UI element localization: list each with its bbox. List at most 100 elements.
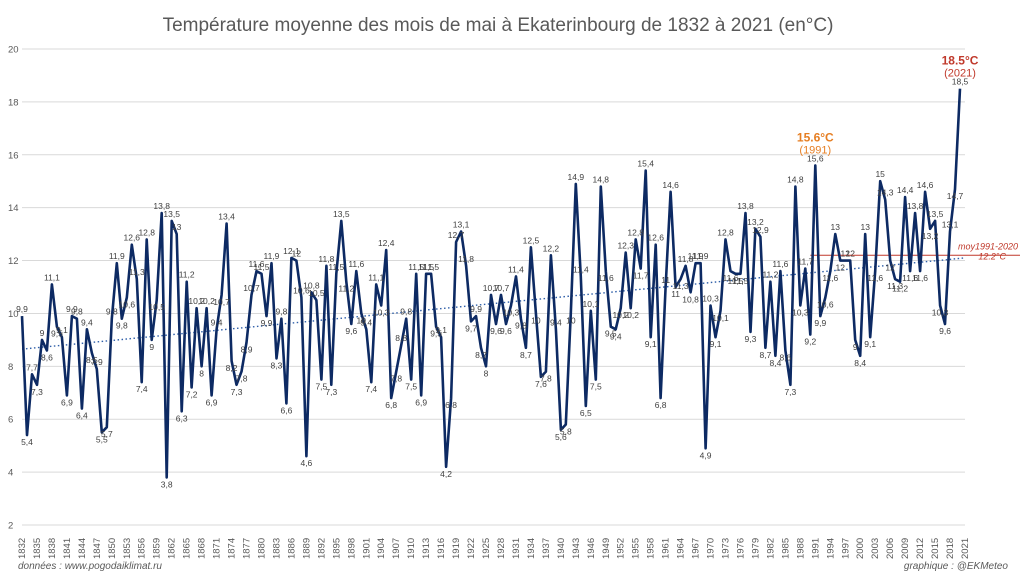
data-label: 8,7	[760, 350, 772, 360]
x-tick-label: 2000	[855, 538, 866, 559]
data-label: 7,3	[784, 387, 796, 397]
data-label: 4,6	[300, 458, 312, 468]
data-label: 10,8	[682, 294, 699, 304]
data-label: 13,5	[927, 209, 944, 219]
data-label: 12	[885, 263, 895, 273]
data-label: 7,3	[231, 387, 243, 397]
x-tick-label: 1868	[197, 538, 208, 559]
data-label: 8	[484, 368, 489, 378]
data-label: 15,6	[807, 153, 824, 163]
data-label: 9,4	[81, 317, 93, 327]
x-tick-label: 2015	[930, 538, 941, 559]
source-note: données : www.pogodaiklimat.ru	[18, 561, 162, 572]
data-label: 11,3	[129, 267, 145, 277]
data-label: 11,5	[254, 262, 270, 272]
data-label: 13,8	[153, 201, 170, 211]
x-tick-label: 2003	[870, 538, 881, 559]
data-label: 9,9	[16, 304, 28, 314]
x-tick-label: 1985	[780, 538, 791, 559]
data-label: 13	[860, 222, 870, 232]
data-label: 11,9	[109, 251, 125, 261]
data-label: 14,4	[897, 185, 914, 195]
data-label: 7,3	[31, 387, 43, 397]
data-label: 7,8	[390, 374, 402, 384]
data-label: 5,4	[21, 437, 33, 447]
x-tick-label: 1949	[601, 538, 612, 559]
x-tick-label: 1844	[77, 538, 88, 559]
y-tick-label: 18	[8, 97, 19, 108]
annotation-value: 18.5°C	[942, 54, 979, 68]
data-label: 10,5	[148, 302, 165, 312]
data-label: 7,6	[535, 379, 547, 389]
data-label: 11,2	[892, 284, 908, 294]
data-label: 6,9	[61, 397, 73, 407]
data-label: 9,9	[470, 304, 482, 314]
data-label: 13,2	[747, 217, 764, 227]
annotation-value: 15.6°C	[797, 130, 834, 144]
x-tick-label: 1898	[346, 538, 357, 559]
x-tick-label: 1862	[167, 538, 178, 559]
data-label: 10,6	[817, 300, 834, 310]
data-label: 9,8	[400, 307, 412, 317]
data-label: 9,6	[939, 326, 951, 336]
data-label: 9,9	[261, 318, 273, 328]
x-tick-label: 1955	[631, 538, 642, 559]
data-label: 14,6	[917, 180, 934, 190]
data-label: 8,4	[854, 358, 866, 368]
data-label: 9,4	[610, 331, 622, 341]
data-label: 7,3	[325, 387, 337, 397]
data-label: 12,8	[138, 227, 155, 237]
data-label: 10,2	[198, 296, 215, 306]
data-label: 11,8	[318, 254, 334, 264]
data-label: 9	[40, 328, 45, 338]
data-label: 9,8	[116, 321, 128, 331]
data-label: 9,4	[211, 317, 223, 327]
data-label: 13,8	[737, 201, 754, 211]
data-label: 9,8	[276, 307, 288, 317]
data-label: 14,3	[877, 188, 894, 198]
data-label: 6,4	[76, 411, 88, 421]
x-tick-label: 1964	[676, 538, 687, 559]
data-label: 7,7	[26, 362, 38, 372]
data-label: 12,7	[448, 230, 465, 240]
x-tick-label: 1973	[721, 538, 732, 559]
data-label: 9,5	[430, 329, 442, 339]
data-label: 5,7	[101, 429, 113, 439]
data-label: 8,6	[41, 352, 53, 362]
data-label: 6,3	[176, 413, 188, 423]
data-label: 9,9	[814, 318, 826, 328]
data-label: 11,6	[822, 273, 838, 283]
data-label: 9,4	[550, 317, 562, 327]
data-label: 11,3	[673, 281, 689, 291]
data-label: 9,8	[106, 307, 118, 317]
data-label: 9	[149, 342, 154, 352]
x-tick-label: 1895	[331, 538, 342, 559]
x-tick-label: 1970	[706, 538, 717, 559]
data-label: 11	[661, 275, 670, 285]
data-label: 11,6	[598, 273, 614, 283]
data-label: 10,7	[493, 283, 510, 293]
data-label: 12,2	[543, 243, 560, 253]
data-label: 6,5	[580, 408, 592, 418]
data-label: 11,6	[902, 273, 918, 283]
data-label: 10,5	[308, 288, 325, 298]
x-tick-label: 2006	[885, 538, 896, 559]
x-tick-label: 1934	[526, 538, 537, 559]
data-label: 11,1	[44, 272, 60, 282]
x-tick-label: 1922	[466, 538, 477, 559]
data-label: 10,7	[243, 283, 260, 293]
data-label: 11,6	[249, 259, 265, 269]
data-label: 11,5	[423, 262, 439, 272]
data-label: 9,6	[500, 326, 512, 336]
data-label: 10	[566, 315, 576, 325]
data-label: 5,5	[96, 434, 108, 444]
chart-title: Température moyenne des mois de mai à Ek…	[163, 15, 834, 36]
data-label: 13,5	[163, 209, 180, 219]
annotation-year: (1991)	[799, 144, 831, 156]
data-label: 18,5	[952, 77, 969, 87]
data-label: 12	[841, 249, 851, 259]
data-label: 9,5	[605, 329, 617, 339]
data-label: 6,6	[281, 405, 293, 415]
data-label: 11,6	[867, 273, 883, 283]
x-tick-label: 1889	[301, 538, 312, 559]
